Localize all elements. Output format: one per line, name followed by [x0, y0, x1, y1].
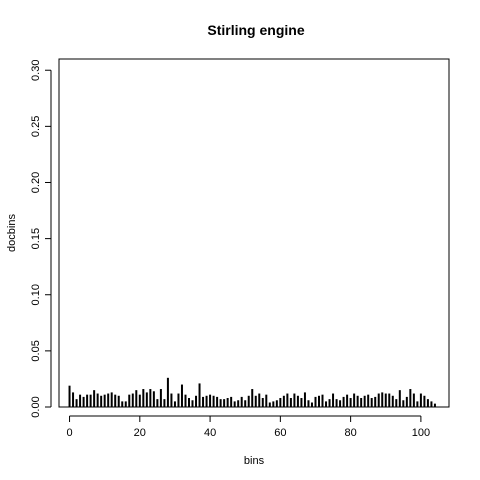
x-tick-label: 40 [204, 427, 216, 439]
y-tick-label: 0.10 [30, 284, 42, 305]
y-tick-label: 0.25 [30, 116, 42, 137]
y-axis: 0.00 0.05 0.10 0.15 0.20 0.25 0.30 [30, 60, 52, 418]
x-tick-label: 0 [66, 427, 72, 439]
y-tick-label: 0.05 [30, 340, 42, 361]
x-tick-label: 60 [274, 427, 286, 439]
bars-group [68, 377, 436, 407]
chart-title: Stirling engine [207, 22, 304, 38]
y-axis-label: docbins [6, 214, 18, 252]
y-tick-label: 0.20 [30, 172, 42, 193]
plot-frame [58, 58, 450, 408]
x-tick-label: 100 [412, 427, 430, 439]
y-tick-label: 0.30 [30, 60, 42, 81]
y-tick-label: 0.15 [30, 228, 42, 249]
x-tick-label: 80 [344, 427, 356, 439]
x-axis-label: bins [244, 455, 265, 467]
y-tick-label: 0.00 [30, 396, 42, 417]
x-axis: 0 20 40 60 80 100 [66, 415, 430, 439]
x-tick-label: 20 [134, 427, 146, 439]
